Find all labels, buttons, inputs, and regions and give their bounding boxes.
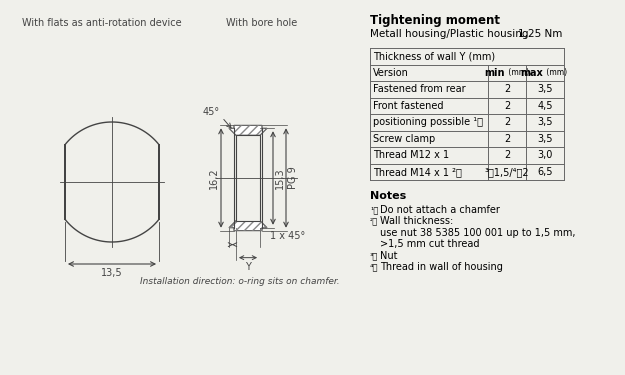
Text: >1,5 mm cut thread: >1,5 mm cut thread xyxy=(380,240,479,249)
Text: Wall thickness:: Wall thickness: xyxy=(380,216,453,226)
Text: ²⧳: ²⧳ xyxy=(370,216,378,225)
Text: Thread in wall of housing: Thread in wall of housing xyxy=(380,262,503,273)
Text: 13,5: 13,5 xyxy=(101,268,122,278)
Text: min: min xyxy=(484,68,505,78)
Text: 4,5: 4,5 xyxy=(538,101,552,111)
Text: 16,2: 16,2 xyxy=(209,167,219,189)
Text: 45°: 45° xyxy=(203,107,220,117)
Text: 2: 2 xyxy=(504,117,510,127)
Text: 2: 2 xyxy=(504,134,510,144)
Text: 1,25 Nm: 1,25 Nm xyxy=(518,29,562,39)
Text: Fastened from rear: Fastened from rear xyxy=(373,84,466,94)
Text: Thread M14 x 1 ²⧳: Thread M14 x 1 ²⧳ xyxy=(373,167,462,177)
Text: use nut 38 5385 100 001 up to 1,5 mm,: use nut 38 5385 100 001 up to 1,5 mm, xyxy=(380,228,576,238)
Text: With flats as anti-rotation device: With flats as anti-rotation device xyxy=(22,18,182,28)
Text: Notes: Notes xyxy=(370,191,406,201)
Text: max: max xyxy=(521,68,543,78)
Text: Metall housing/Plastic housing: Metall housing/Plastic housing xyxy=(370,29,529,39)
Text: Version: Version xyxy=(373,68,409,78)
Text: (mm): (mm) xyxy=(544,68,567,77)
Text: Thickness of wall Y (mm): Thickness of wall Y (mm) xyxy=(373,51,495,61)
Text: (mm): (mm) xyxy=(506,68,529,77)
Text: Front fastened: Front fastened xyxy=(373,101,444,111)
Text: ³⧳1,5/⁴⧳2: ³⧳1,5/⁴⧳2 xyxy=(485,167,529,177)
Text: Y: Y xyxy=(245,262,251,272)
Text: 3,5: 3,5 xyxy=(538,84,552,94)
Polygon shape xyxy=(229,221,267,231)
Text: 2: 2 xyxy=(504,101,510,111)
Text: 2: 2 xyxy=(504,84,510,94)
Text: With bore hole: With bore hole xyxy=(226,18,298,28)
Text: Tightening moment: Tightening moment xyxy=(370,14,500,27)
Text: 2: 2 xyxy=(504,150,510,160)
Text: ³⧳: ³⧳ xyxy=(370,251,378,260)
Polygon shape xyxy=(236,135,260,221)
Text: 1 x 45°: 1 x 45° xyxy=(270,231,305,241)
Polygon shape xyxy=(229,125,267,135)
Text: positioning possible ¹⧳: positioning possible ¹⧳ xyxy=(373,117,483,127)
Text: 15,3: 15,3 xyxy=(275,167,285,189)
Text: Nut: Nut xyxy=(380,251,398,261)
Text: PG 9: PG 9 xyxy=(288,166,298,189)
Text: 3,5: 3,5 xyxy=(538,134,552,144)
Text: 3,5: 3,5 xyxy=(538,117,552,127)
Text: ⁴⧳: ⁴⧳ xyxy=(370,262,379,272)
Text: Thread M12 x 1: Thread M12 x 1 xyxy=(373,150,449,160)
Text: Screw clamp: Screw clamp xyxy=(373,134,435,144)
Text: 3,0: 3,0 xyxy=(538,150,552,160)
Text: 6,5: 6,5 xyxy=(538,167,552,177)
Text: Installation direction: o-ring sits on chamfer.: Installation direction: o-ring sits on c… xyxy=(140,277,340,286)
Text: Do not attach a chamfer: Do not attach a chamfer xyxy=(380,205,500,215)
Text: ¹⧳: ¹⧳ xyxy=(370,205,378,214)
